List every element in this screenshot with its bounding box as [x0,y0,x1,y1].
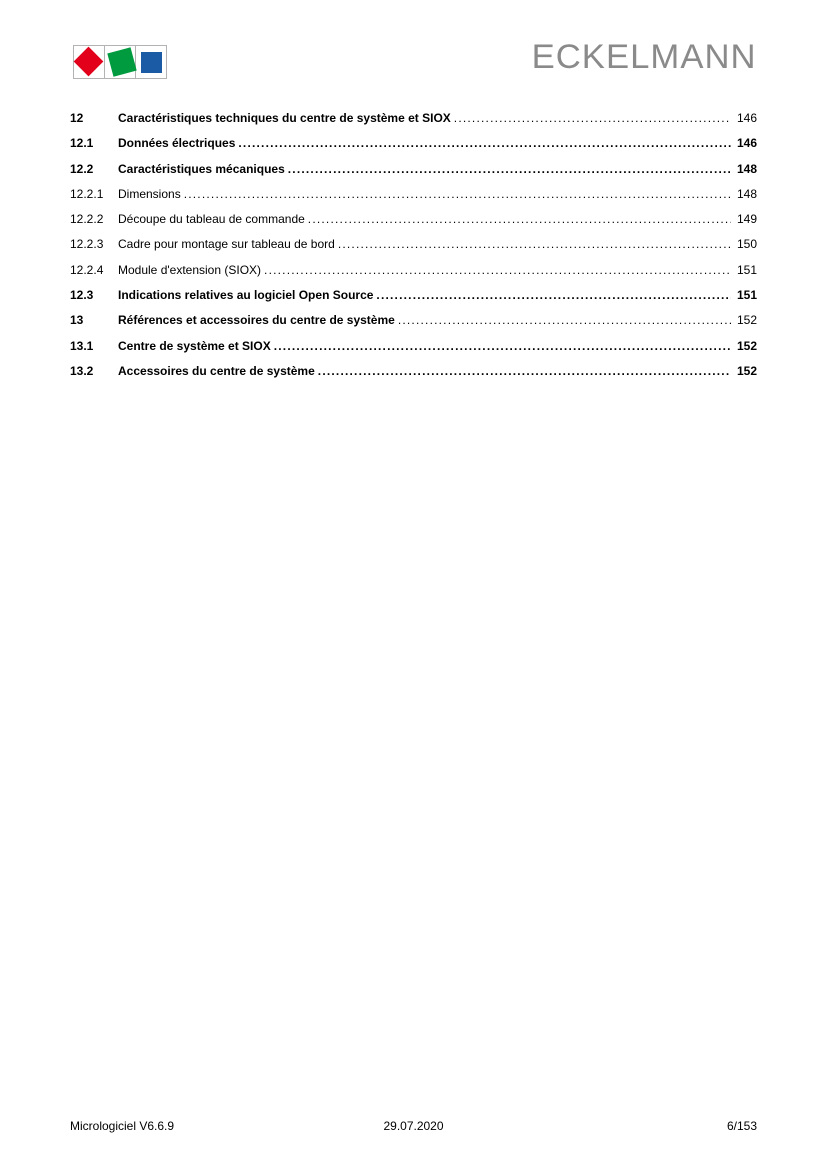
toc-entry-number: 13.1 [70,338,94,353]
toc-entry[interactable]: 13 Références et accessoires du centre d… [70,308,757,333]
toc-entry-page: 152 [736,338,757,353]
toc-entry-number: 12 [70,111,84,125]
toc-entry-title: Indications relatives au logiciel Open S… [118,288,374,303]
toc-entry-title: Accessoires du centre de système [118,363,315,378]
toc-entry-title: Dimensions [118,186,181,201]
toc-dot-leader: ........................................… [397,313,731,328]
toc-entry-number: 12.2.3 [70,237,104,252]
toc-entry[interactable]: 13.2 Accessoires du centre de système ..… [70,359,757,384]
footer-version: Micrologiciel V6.6.9 [70,1119,175,1133]
table-of-contents: 12 Caractéristiques techniques du centre… [70,106,757,384]
toc-entry[interactable]: 12.2.4 Module d'extension (SIOX) .......… [70,258,757,283]
toc-entry-number: 12.3 [70,288,94,303]
logo-blue-square-icon [141,52,162,73]
toc-entry-page: 146 [736,111,757,125]
toc-entry-title: Caractéristiques techniques du centre de… [118,111,451,125]
toc-entry-page: 149 [736,212,757,227]
logo-cell-green [104,45,137,79]
logo-red-diamond-icon [73,46,104,77]
toc-entry-page: 148 [736,161,757,176]
toc-entry-number: 13 [70,313,84,328]
toc-dot-leader: ........................................… [307,212,731,227]
toc-entry[interactable]: 12.1 Données électriques ...............… [70,131,757,156]
toc-entry-page: 151 [736,288,757,303]
page-header: ECKELMANN [0,0,827,90]
logo-cell-blue [135,45,167,79]
toc-entry-number: 12.2.1 [70,186,104,201]
toc-entry-title: Découpe du tableau de commande [118,212,305,227]
toc-entry[interactable]: 12.2.3 Cadre pour montage sur tableau de… [70,232,757,257]
logo-cell-red [73,45,105,79]
toc-entry-number: 12.2 [70,161,94,176]
toc-entry-page: 152 [736,313,757,328]
toc-dot-leader: ........................................… [453,111,731,125]
toc-entry-page: 150 [736,237,757,252]
eckelmann-logo [73,45,167,79]
toc-entry-page: 152 [736,363,757,378]
brand-wordmark: ECKELMANN [531,38,757,76]
toc-entry[interactable]: 12 Caractéristiques techniques du centre… [70,106,757,131]
footer-page-number: 6/153 [726,1119,757,1133]
toc-entry[interactable]: 12.3 Indications relatives au logiciel O… [70,283,757,308]
toc-dot-leader: ........................................… [287,161,731,176]
toc-entry-title: Données électriques [118,136,236,151]
toc-entry[interactable]: 12.2.2 Découpe du tableau de commande ..… [70,207,757,232]
toc-dot-leader: ........................................… [376,288,731,303]
toc-entry[interactable]: 13.1 Centre de système et SIOX .........… [70,334,757,359]
toc-entry[interactable]: 12.2.1 Dimensions ......................… [70,182,757,207]
toc-entry-title: Centre de système et SIOX [118,338,271,353]
toc-dot-leader: ........................................… [273,338,731,353]
toc-entry-title: Références et accessoires du centre de s… [118,313,395,328]
logo-green-square-icon [107,47,137,77]
toc-entry-title: Cadre pour montage sur tableau de bord [118,237,335,252]
toc-entry-number: 12.2.2 [70,212,104,227]
toc-dot-leader: ........................................… [264,262,731,277]
toc-entry-page: 151 [736,262,757,277]
toc-entry-number: 12.2.4 [70,262,104,277]
toc-dot-leader: ........................................… [183,186,731,201]
toc-entry-page: 146 [736,136,757,151]
toc-entry-title: Module d'extension (SIOX) [118,262,262,277]
toc-entry-page: 148 [736,186,757,201]
toc-dot-leader: ........................................… [317,363,731,378]
footer-date: 29.07.2020 [383,1119,444,1133]
toc-entry-title: Caractéristiques mécaniques [118,161,285,176]
toc-dot-leader: ........................................… [238,136,731,151]
toc-entry-number: 13.2 [70,363,94,378]
toc-entry-number: 12.1 [70,136,94,151]
toc-dot-leader: ........................................… [337,237,731,252]
page-footer: Micrologiciel V6.6.9 29.07.2020 6/153 [70,1118,757,1134]
toc-entry[interactable]: 12.2 Caractéristiques mécaniques .......… [70,157,757,182]
